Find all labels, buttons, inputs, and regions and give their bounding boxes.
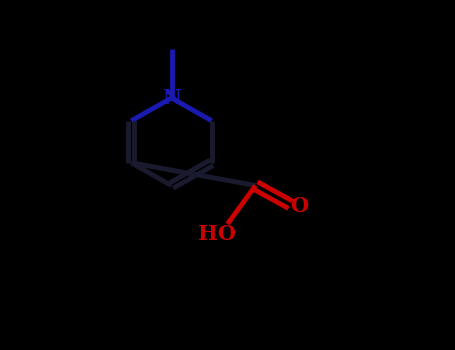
- Text: HO: HO: [198, 224, 236, 245]
- Text: O: O: [290, 196, 308, 217]
- Text: N: N: [162, 88, 181, 108]
